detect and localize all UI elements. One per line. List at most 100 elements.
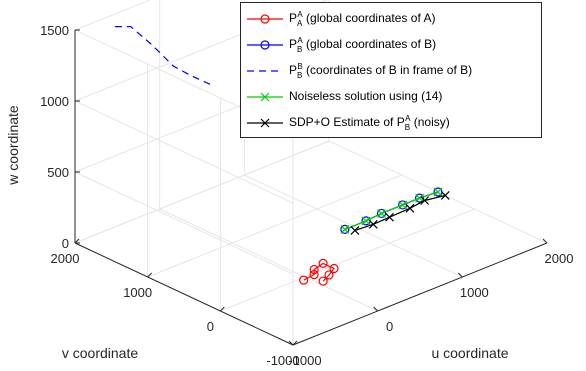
- marker-stroke: [440, 190, 450, 200]
- legend-label: PAA (global coordinates of A): [289, 10, 436, 28]
- z-axis-label: w coordinate: [5, 105, 21, 186]
- legend-label: SDP+O Estimate of PBA (noisy): [289, 114, 450, 132]
- series-5: [350, 190, 450, 235]
- legend-label-text: (global coordinates of A): [302, 11, 436, 25]
- y-tick-label: -1000: [266, 353, 299, 368]
- marker-stroke: [377, 208, 386, 218]
- data-point-marker: [309, 270, 319, 280]
- data-point-marker: [329, 263, 339, 274]
- z-tick-label: 1500: [40, 23, 69, 38]
- marker-stroke: [405, 203, 415, 213]
- marker-stroke: [433, 187, 443, 197]
- legend-symbol-subscript: B: [404, 123, 411, 132]
- x-tick: [457, 272, 463, 278]
- data-point-marker: [440, 190, 450, 200]
- series-line: [114, 26, 215, 87]
- legend-label-text: (global coordinates of B): [302, 37, 437, 51]
- marker-stroke: [415, 193, 425, 203]
- x-tick-label: 0: [386, 319, 393, 334]
- legend-symbol-letter: P: [289, 11, 298, 25]
- x-tick: [542, 238, 548, 244]
- legend-symbol-subscript: B: [297, 45, 303, 54]
- data-point-marker: [309, 264, 319, 275]
- legend-symbol-letter: P: [289, 63, 298, 77]
- marker-stroke: [385, 212, 394, 222]
- legend-symbol: [247, 14, 283, 24]
- grid-line-back-z: [74, 0, 152, 31]
- data-point-marker: [415, 193, 425, 203]
- data-point-marker: [318, 276, 328, 286]
- data-point-marker: [368, 219, 378, 229]
- x-tick-label: 1000: [460, 285, 489, 300]
- legend-entry: PBA (global coordinates of B): [241, 32, 541, 58]
- y-axis-line: [74, 242, 294, 346]
- data-point-marker: [433, 187, 443, 197]
- legend-label-text: (coordinates of B in frame of B): [302, 63, 473, 77]
- y-tick: [219, 306, 225, 312]
- series-line: [354, 194, 446, 231]
- y-tick: [74, 238, 80, 244]
- x-axis-line: [292, 242, 548, 346]
- marker-stroke: [361, 216, 371, 226]
- x-tick: [288, 340, 294, 346]
- data-point-marker: [260, 92, 270, 102]
- y-tick: [292, 340, 298, 346]
- legend-label-text: (noisy): [410, 115, 450, 129]
- data-point-marker: [377, 208, 386, 218]
- x-axis-label: u coordinate: [431, 345, 508, 361]
- grid-line-left-z: [74, 171, 294, 275]
- z-tick-label: 0: [62, 236, 69, 251]
- legend-symbol-superscript: A: [405, 114, 411, 123]
- grid-line-floor-y: [220, 208, 475, 312]
- z-tick-label: 1000: [40, 94, 69, 109]
- y-axis-label: v coordinate: [62, 345, 138, 361]
- data-point-marker: [260, 40, 270, 50]
- series-1: [299, 258, 339, 286]
- marker-stroke: [420, 196, 430, 205]
- legend-symbol-letter: P: [289, 37, 298, 51]
- series-2: [340, 187, 443, 234]
- y-tick-label: 2000: [51, 251, 80, 266]
- y-tick-label: 1000: [123, 285, 152, 300]
- legend-symbol: [247, 70, 283, 72]
- legend-entry: Noiseless solution using (14): [241, 84, 541, 110]
- marker-stroke: [260, 92, 270, 102]
- data-point-marker: [299, 275, 309, 285]
- legend-symbol-superscript: A: [297, 36, 303, 45]
- legend-symbol-subscript: A: [297, 19, 303, 28]
- marker-stroke: [340, 224, 350, 234]
- legend-label: PBA (global coordinates of B): [289, 36, 437, 54]
- data-point-marker: [398, 200, 408, 210]
- legend-symbol-superscript: B: [297, 62, 303, 71]
- legend: PAA (global coordinates of A) PBA (global…: [240, 2, 542, 138]
- legend-label-text: Noiseless solution using (14): [289, 89, 443, 103]
- legend-symbol-superscript: A: [297, 10, 303, 19]
- x-tick-label: -1000: [288, 353, 321, 368]
- series-line: [344, 191, 439, 230]
- legend-entry: SDP+O Estimate of PBA (noisy): [241, 110, 541, 136]
- data-point-marker: [340, 224, 350, 234]
- series-4: [340, 187, 443, 234]
- y-tick: [147, 272, 153, 278]
- data-point-marker: [260, 118, 270, 128]
- data-point-marker: [340, 224, 350, 234]
- y-tick-label: 0: [207, 319, 214, 334]
- grid-line-floor-x: [159, 208, 378, 312]
- series-3: [114, 26, 215, 87]
- series-line: [303, 262, 335, 282]
- data-point-marker: [415, 193, 425, 203]
- grid-line-left-z: [74, 100, 294, 204]
- legend-symbol: [247, 40, 283, 50]
- legend-symbol-letter: P: [396, 115, 405, 129]
- marker-stroke: [368, 219, 378, 229]
- series-layer: [114, 26, 450, 286]
- legend-symbol: [247, 92, 283, 102]
- data-point-marker: [361, 216, 371, 226]
- x-tick-label: 2000: [545, 251, 574, 266]
- data-point-marker: [318, 258, 328, 268]
- data-point-marker: [260, 14, 270, 24]
- marker-stroke: [350, 225, 360, 235]
- legend-entry: PAA (global coordinates of A): [241, 6, 541, 32]
- data-point-marker: [350, 225, 360, 235]
